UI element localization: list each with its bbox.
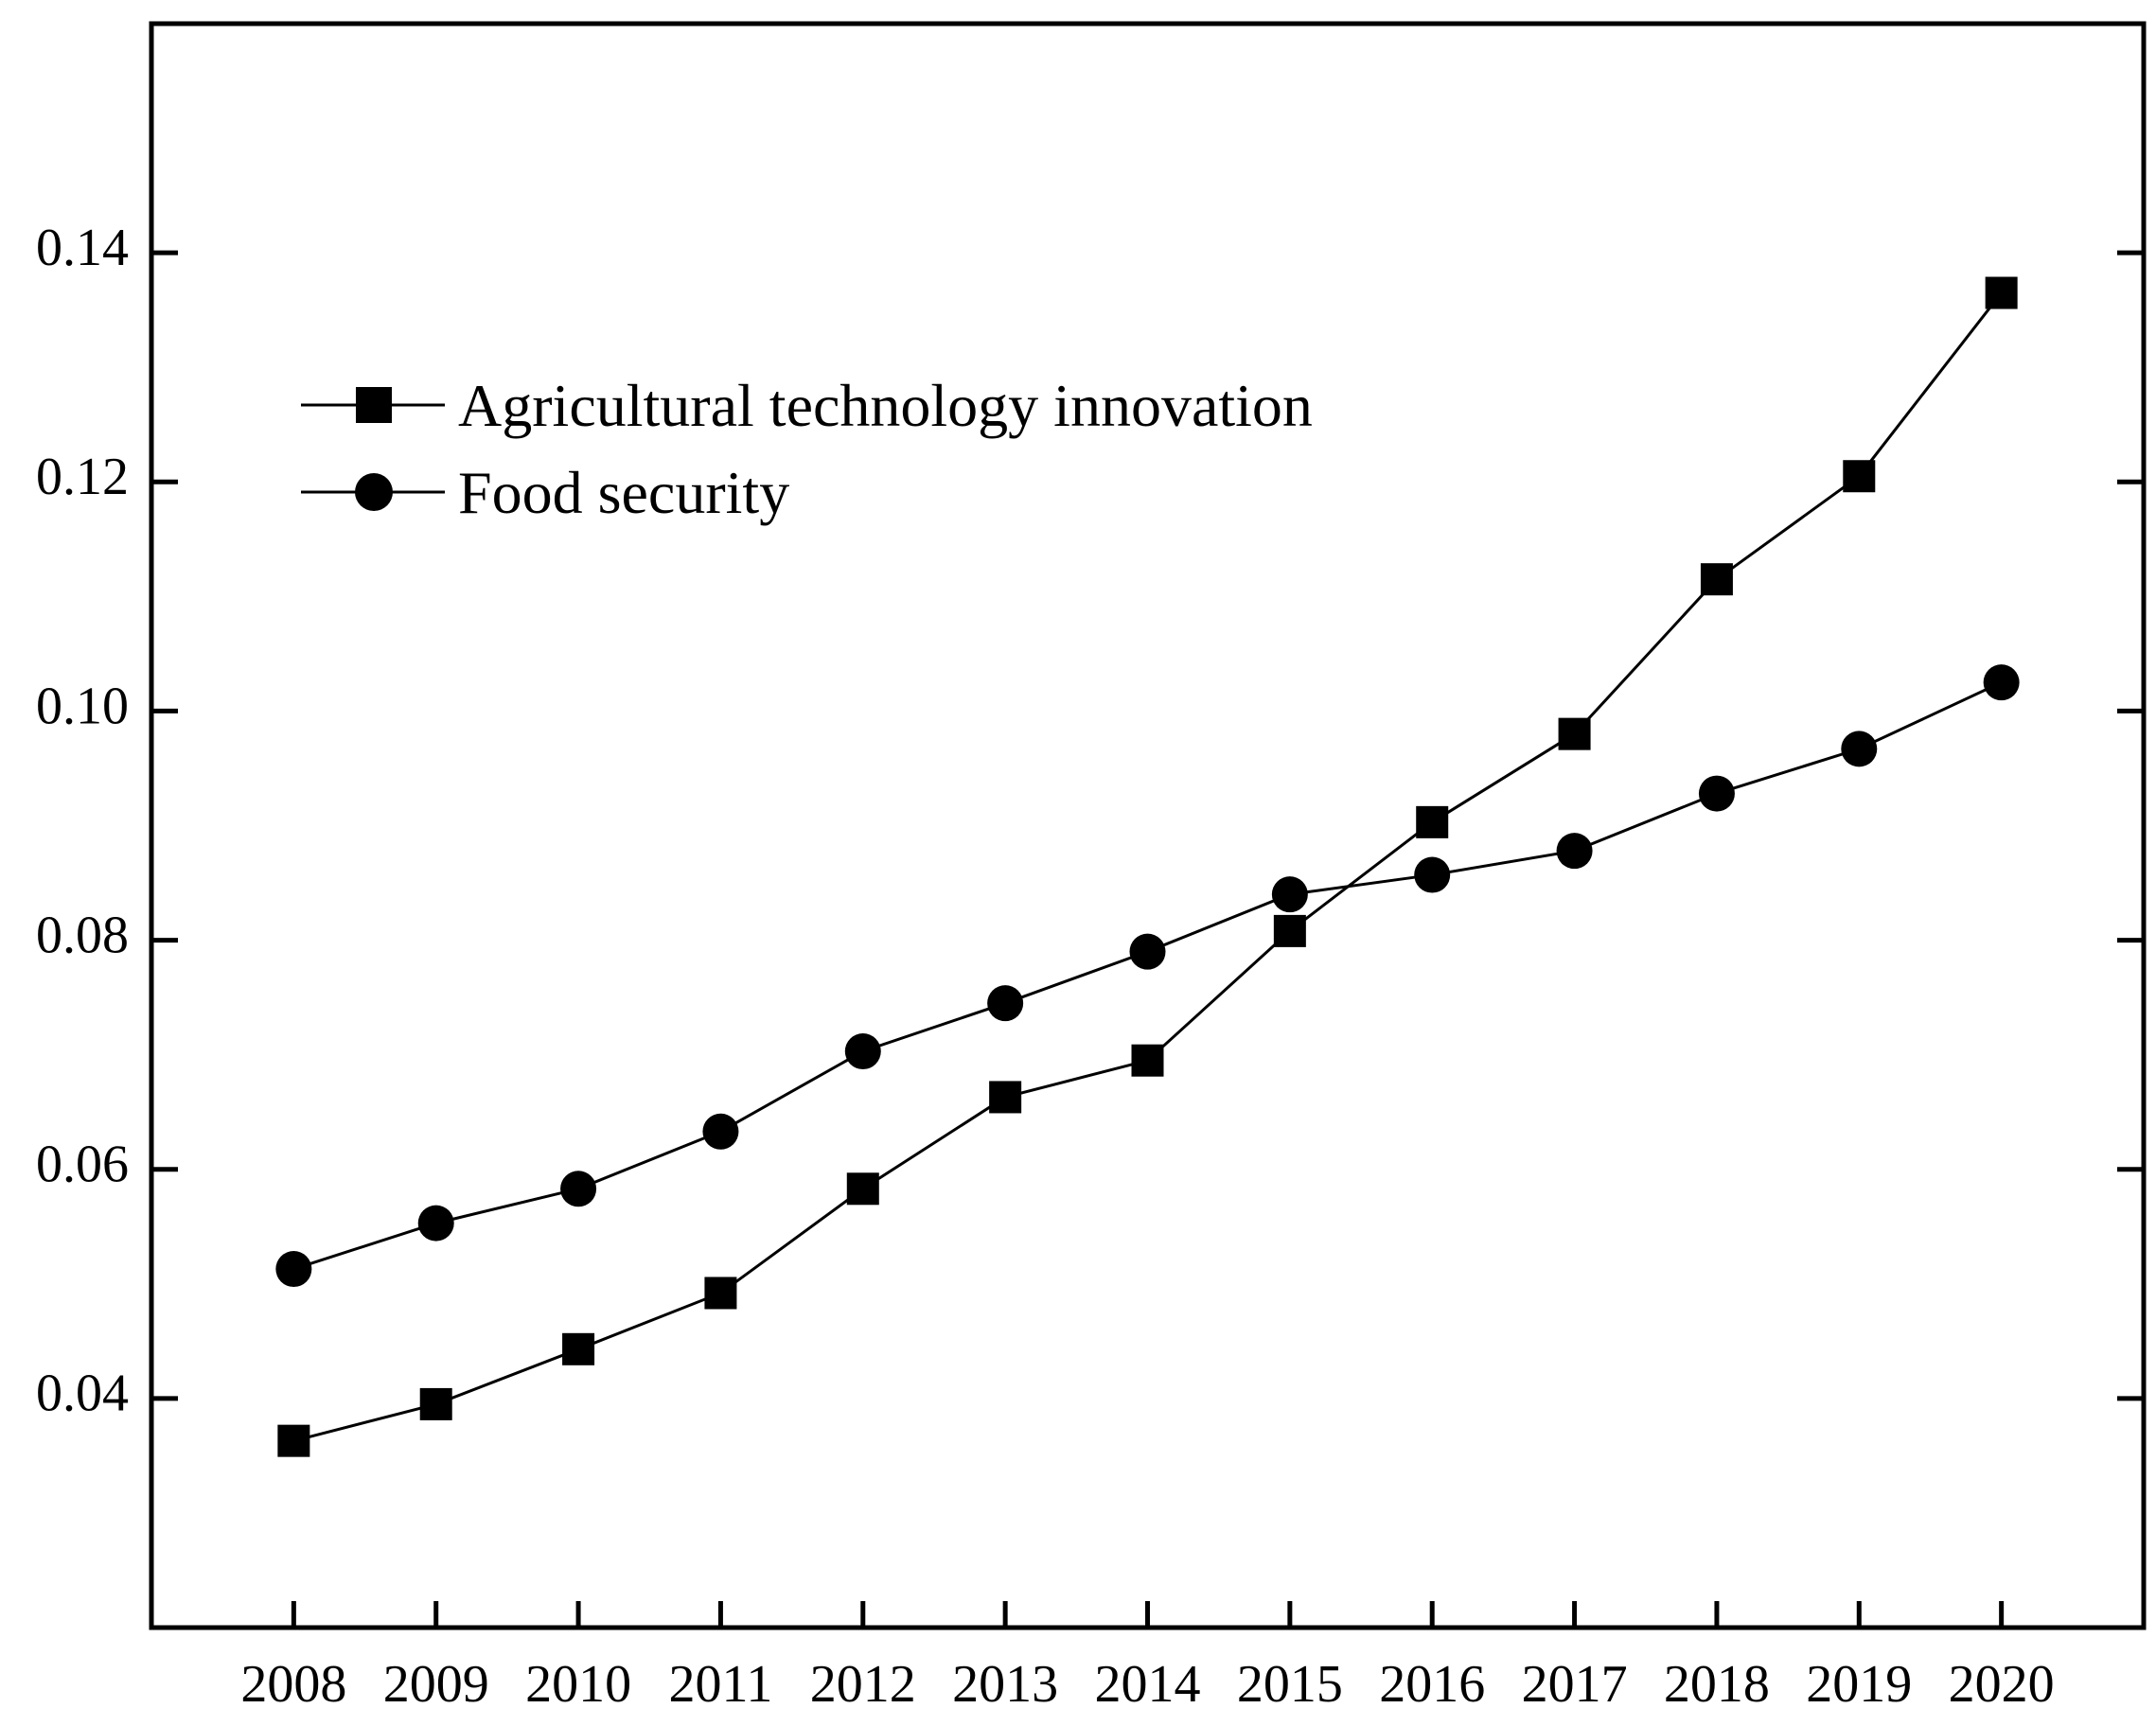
x-tick-label: 2019: [1806, 1655, 1912, 1714]
data-point-square: [1273, 914, 1306, 947]
data-point-square: [419, 1387, 452, 1420]
legend-marker-square: [356, 387, 392, 423]
legend-item: Food security: [301, 459, 789, 526]
data-point-circle: [417, 1205, 454, 1242]
data-point-circle: [1414, 856, 1451, 893]
data-point-square: [1131, 1044, 1164, 1077]
x-tick-label: 2016: [1379, 1655, 1485, 1714]
data-point-square: [1700, 563, 1733, 596]
x-tick-label: 2015: [1237, 1655, 1343, 1714]
data-point-square: [846, 1172, 879, 1206]
data-point-square: [989, 1081, 1022, 1114]
y-tick-label: 0.10: [36, 677, 129, 735]
legend-item: Agricultural technology innovation: [301, 372, 1313, 439]
data-point-circle: [844, 1033, 881, 1070]
data-point-square: [1843, 460, 1876, 493]
data-point-circle: [1556, 833, 1593, 870]
x-tick-label: 2012: [810, 1655, 916, 1714]
x-tick-label: 2018: [1664, 1655, 1770, 1714]
y-axis: 0.04 0.06 0.08 0.10 0.12 0.14: [36, 219, 2144, 1423]
x-tick-label: 2014: [1095, 1655, 1201, 1714]
x-tick-label: 2017: [1522, 1655, 1628, 1714]
series-layer: [275, 276, 2020, 1457]
data-point-circle: [987, 985, 1024, 1022]
data-point-circle: [560, 1171, 597, 1207]
data-point-square: [562, 1332, 595, 1365]
x-tick-label: 2008: [240, 1655, 346, 1714]
data-point-square: [277, 1424, 310, 1457]
y-tick-label: 0.14: [36, 219, 129, 277]
legend-label: Agricultural technology innovation: [458, 372, 1313, 439]
series-food-security: [275, 664, 2020, 1288]
series-agricultural-technology-innovation: [277, 276, 2018, 1457]
data-point-square: [1558, 717, 1591, 750]
data-point-circle: [702, 1113, 739, 1150]
legend: Agricultural technology innovation Food s…: [301, 372, 1313, 526]
data-point-square: [1985, 276, 2018, 309]
plot-frame: [149, 21, 2147, 1630]
y-tick-label: 0.08: [36, 906, 129, 964]
x-tick-label: 2010: [525, 1655, 631, 1714]
x-tick-label: 2020: [1949, 1655, 2055, 1714]
data-point-circle: [1841, 731, 1878, 767]
data-point-circle: [1983, 664, 2020, 701]
series-line: [292, 680, 2003, 1271]
data-point-square: [704, 1277, 737, 1310]
legend-marker-circle: [355, 473, 393, 511]
data-point-circle: [1129, 933, 1166, 970]
data-point-circle: [275, 1251, 312, 1288]
x-tick-label: 2011: [668, 1655, 772, 1714]
data-point-circle: [1271, 876, 1308, 913]
data-point-circle: [1698, 775, 1735, 812]
x-axis: 2008 2009 2010 2011 2012 2013 2014 2015 2016 2017…: [240, 1601, 2055, 1714]
data-point-square: [1416, 805, 1449, 838]
y-tick-label: 0.12: [36, 448, 129, 506]
y-tick-label: 0.04: [36, 1365, 129, 1423]
legend-label: Food security: [458, 459, 789, 526]
y-tick-label: 0.06: [36, 1136, 129, 1194]
x-tick-label: 2013: [952, 1655, 1058, 1714]
x-tick-label: 2009: [383, 1655, 489, 1714]
